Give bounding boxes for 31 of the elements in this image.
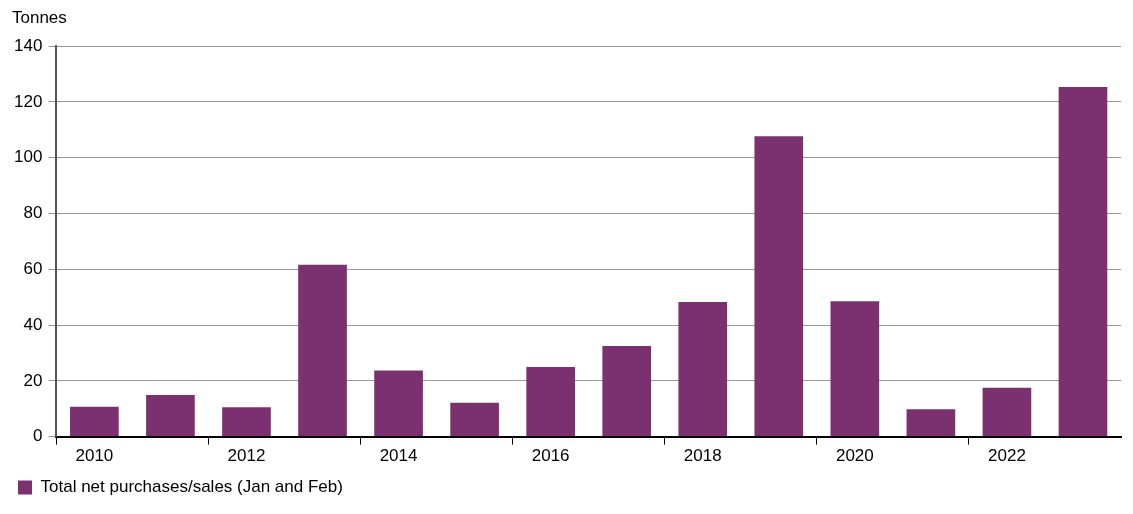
y-tick-label: 60 xyxy=(23,258,43,278)
x-tick-label: 2014 xyxy=(379,446,418,466)
y-axis-title: Tonnes xyxy=(12,8,68,29)
y-tick-label: 40 xyxy=(23,314,43,334)
x-tick-label: 2016 xyxy=(531,446,570,466)
bar xyxy=(526,366,575,437)
bar xyxy=(906,409,956,437)
x-tick-label: 2018 xyxy=(683,446,722,466)
bar xyxy=(678,301,728,437)
x-tick-label: 2012 xyxy=(227,446,266,466)
bar xyxy=(70,406,119,437)
y-tick-label: 80 xyxy=(23,203,43,223)
bar xyxy=(602,345,652,437)
bar xyxy=(1058,86,1108,437)
bar xyxy=(830,301,880,437)
legend-label: Total net purchases/sales (Jan and Feb) xyxy=(40,477,343,497)
y-tick-label: 120 xyxy=(13,91,43,111)
bar xyxy=(298,264,347,437)
bar xyxy=(146,395,195,437)
y-tick-label: 20 xyxy=(23,370,43,390)
bar xyxy=(754,136,804,437)
bar xyxy=(450,402,499,437)
y-tick-label: 0 xyxy=(32,426,43,446)
bar xyxy=(374,370,423,437)
y-tick-label: 140 xyxy=(13,35,43,55)
y-tick-label: 100 xyxy=(13,147,43,167)
bar xyxy=(982,387,1032,437)
x-tick-label: 2022 xyxy=(988,446,1026,466)
bar xyxy=(222,407,271,437)
x-tick-label: 2020 xyxy=(835,446,874,466)
x-tick-label: 2010 xyxy=(75,446,114,466)
